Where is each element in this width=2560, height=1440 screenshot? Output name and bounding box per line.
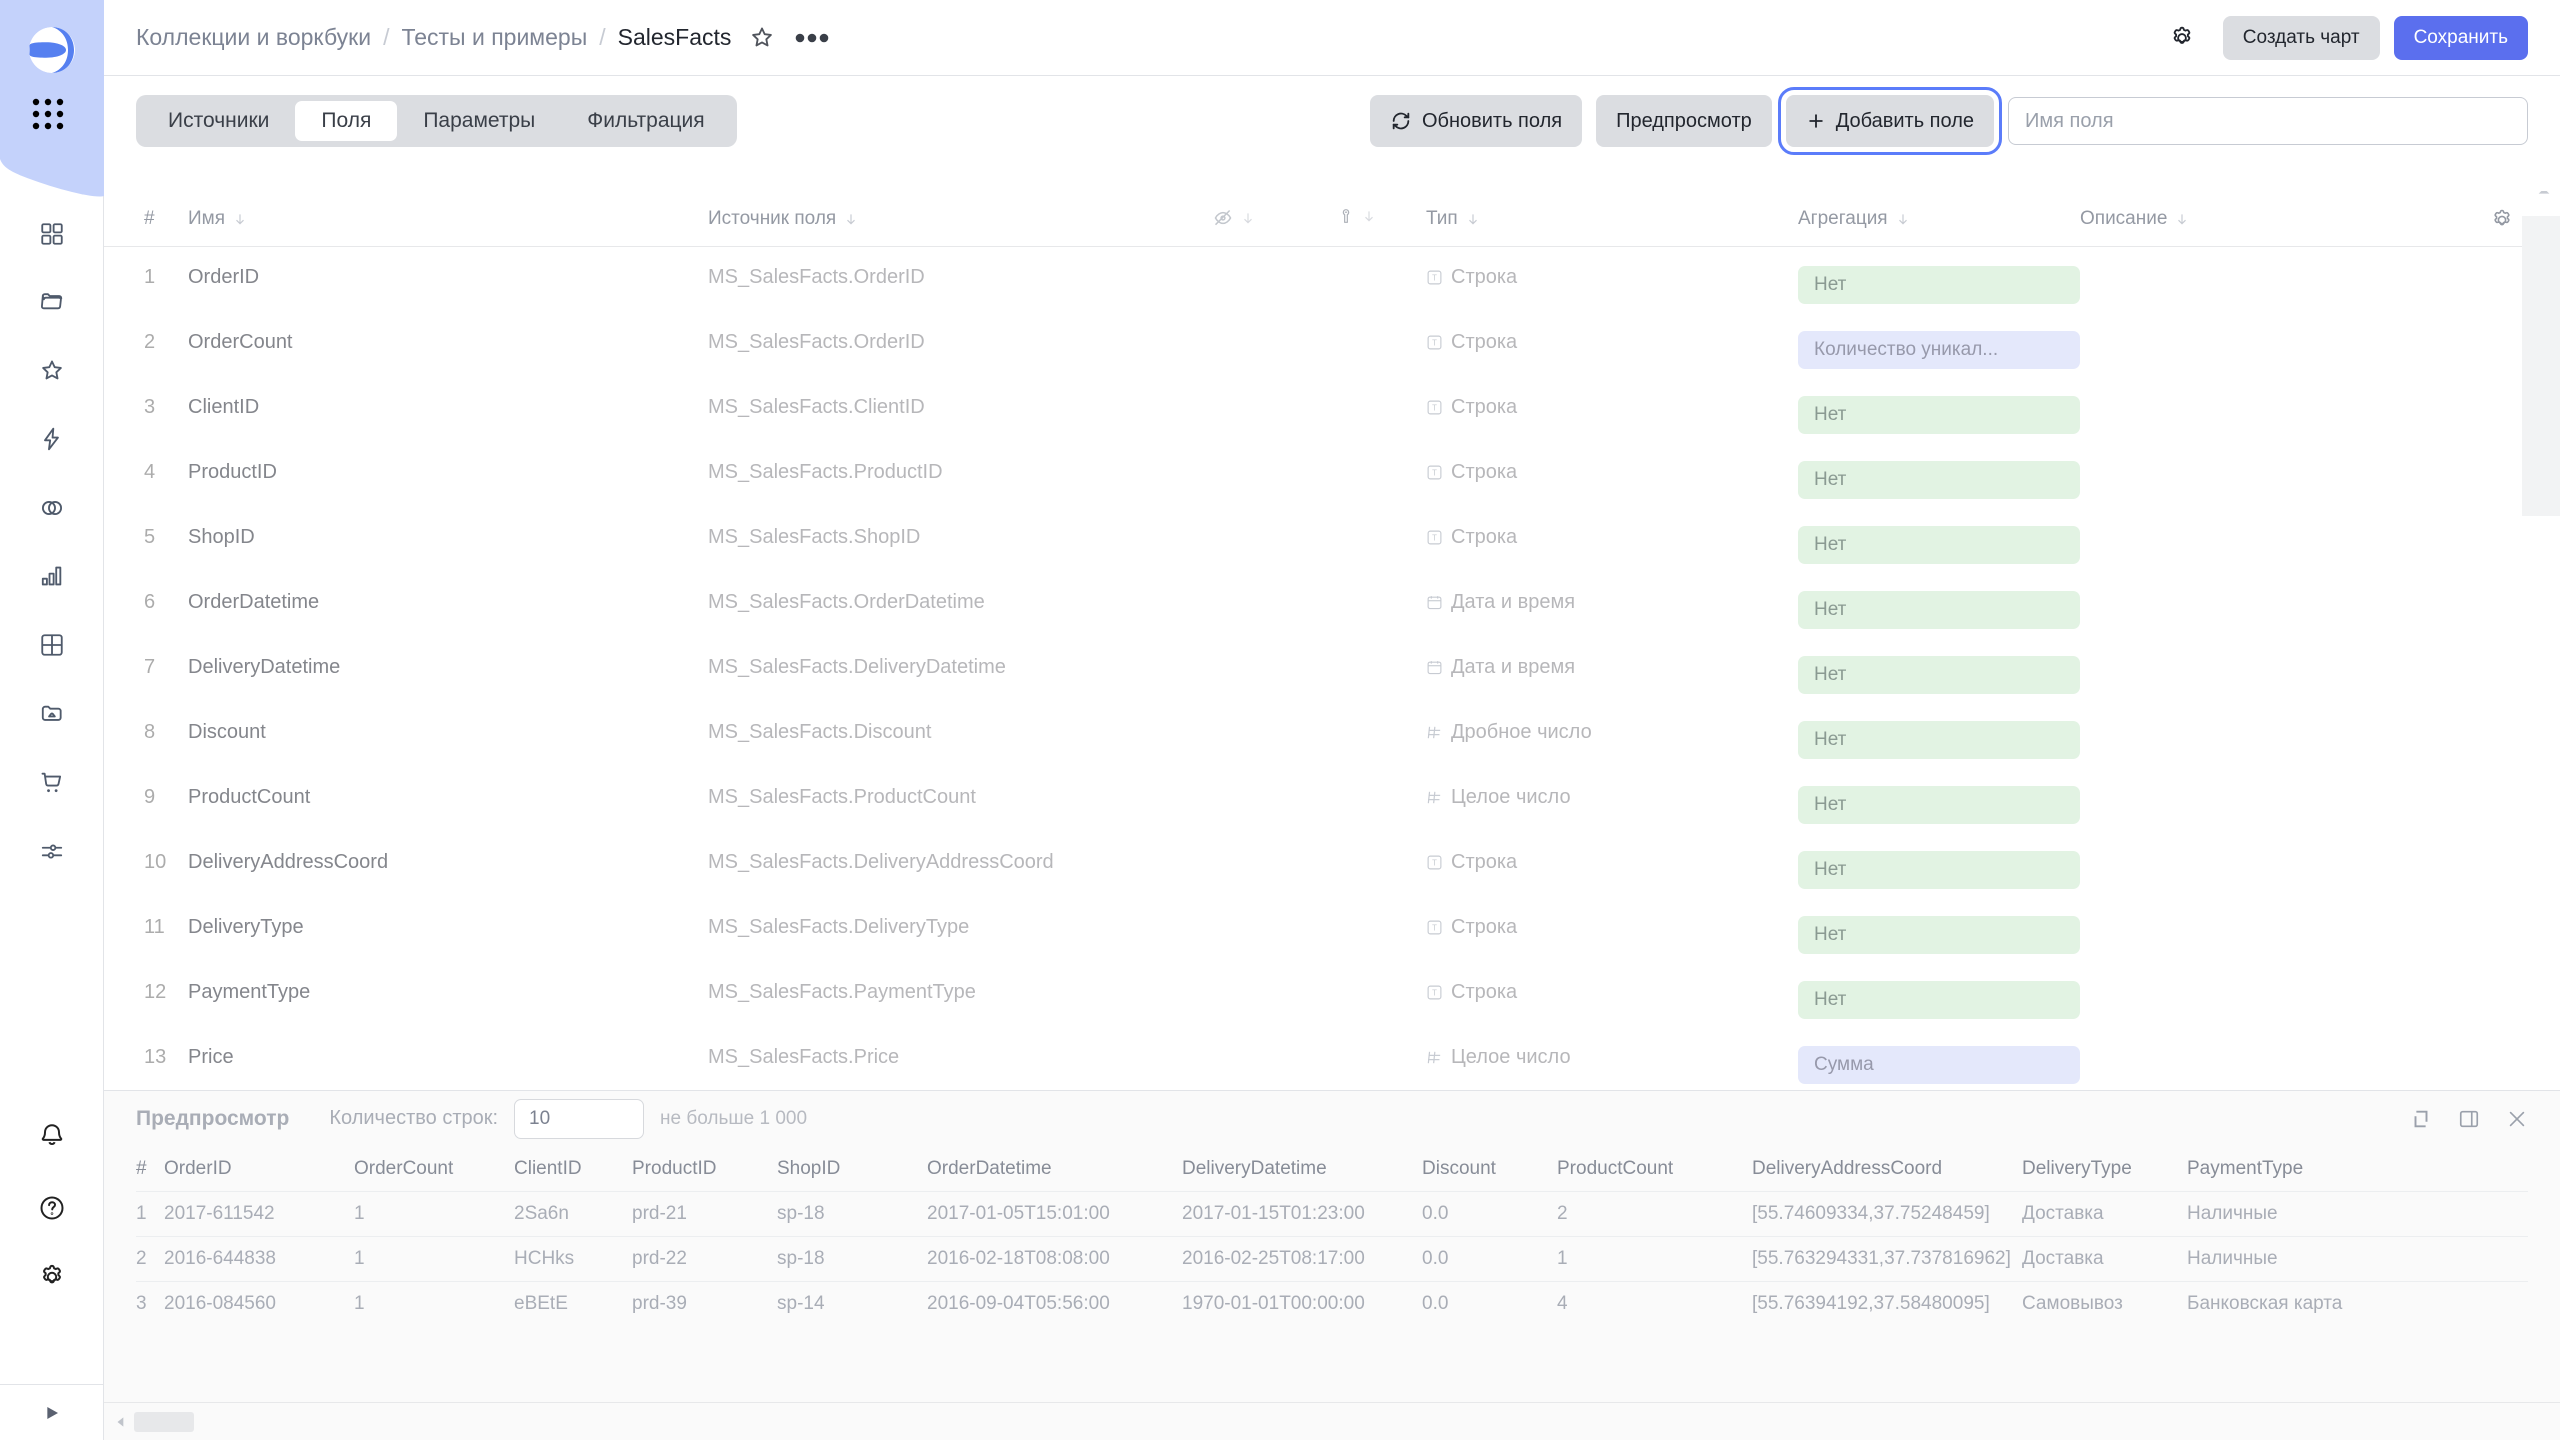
svg-text:T: T — [1432, 924, 1437, 933]
svg-text:T: T — [1432, 534, 1437, 543]
svg-text:T: T — [1432, 859, 1437, 868]
svg-text:T: T — [1432, 404, 1437, 413]
svg-text:T: T — [1432, 989, 1437, 998]
svg-text:T: T — [1432, 469, 1437, 478]
svg-text:T: T — [1432, 274, 1437, 283]
svg-text:T: T — [1432, 339, 1437, 348]
